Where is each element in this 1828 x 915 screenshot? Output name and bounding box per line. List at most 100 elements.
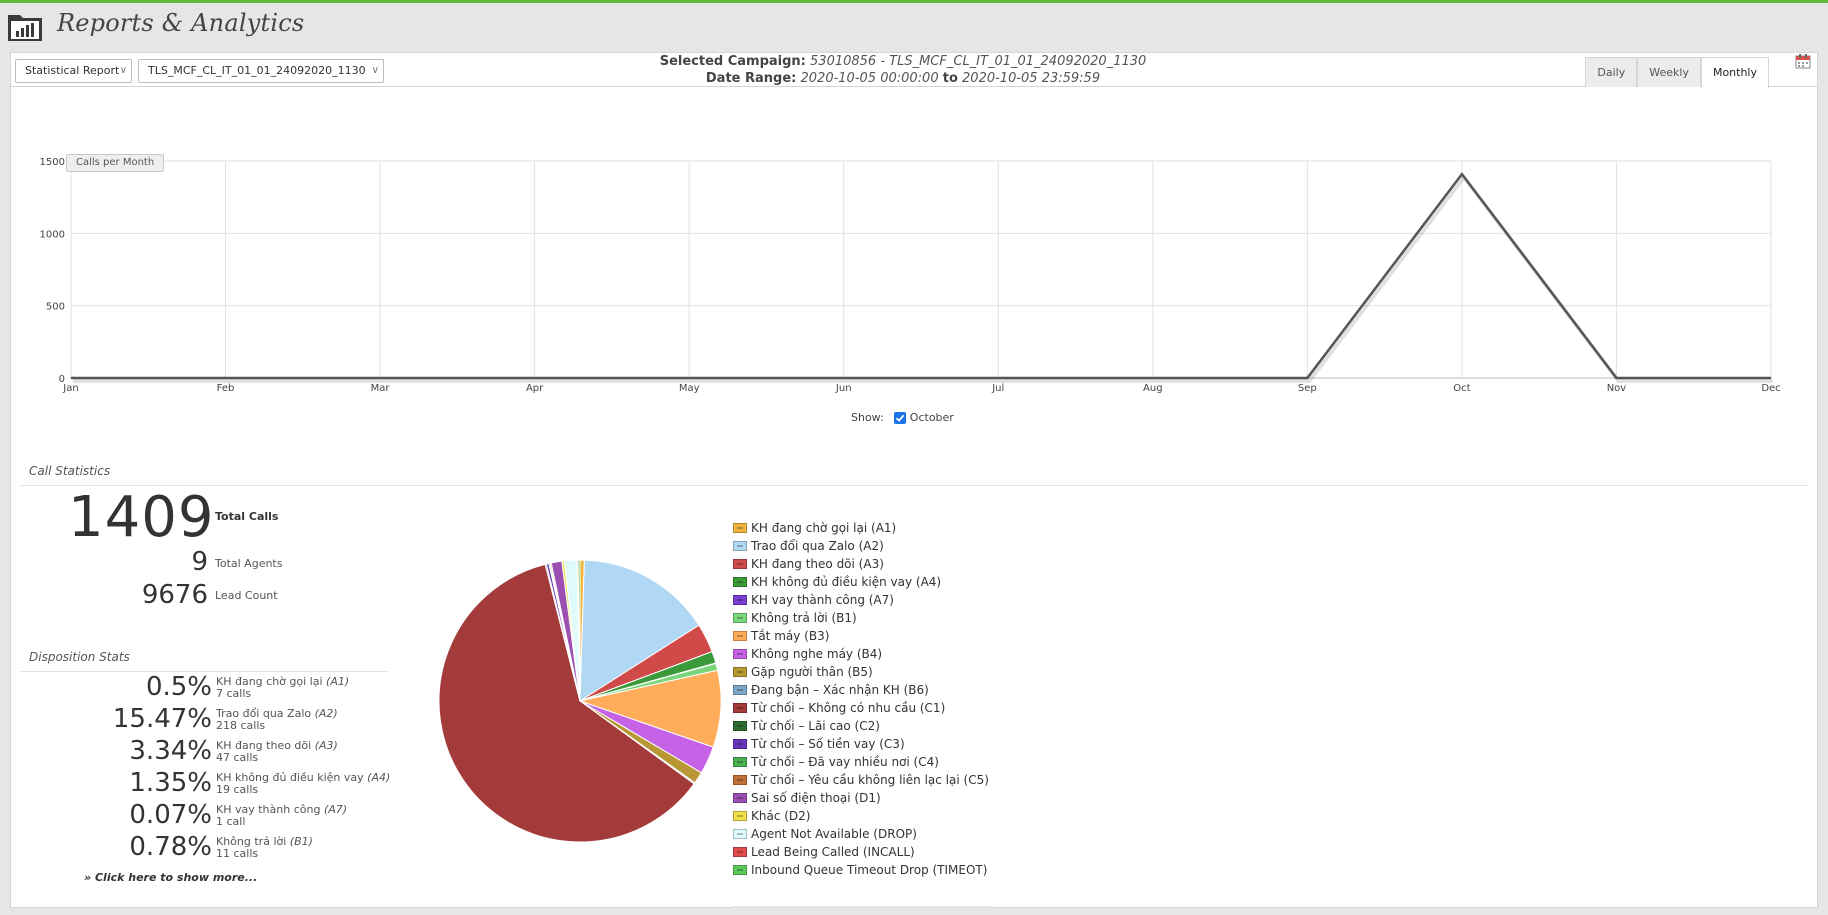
campaign-select[interactable]: TLS_MCF_CL_IT_01_01_24092020_1130 ∨ (138, 59, 384, 83)
legend-label: Không trả lời (B1) (751, 611, 857, 625)
legend-scrollbar[interactable] (733, 906, 991, 908)
legend-item[interactable]: KH đang chờ gọi lại (A1) (733, 520, 896, 536)
legend-item[interactable]: Lead Being Called (INCALL) (733, 844, 915, 860)
data-point (1770, 377, 1772, 379)
total-agents-value: 9 (191, 547, 208, 577)
legend-item[interactable]: Từ chối – Số tiền vay (C3) (733, 736, 905, 752)
legend-item[interactable]: Từ chối – Không có nhu cầu (C1) (733, 700, 945, 716)
disposition-percent: 0.07% (129, 800, 212, 830)
legend-item[interactable]: Khác (D2) (733, 808, 810, 824)
data-point (1152, 377, 1154, 379)
calls-per-month-button[interactable]: Calls per Month (66, 154, 165, 172)
legend-label: KH đang chờ gọi lại (A1) (751, 521, 897, 535)
total-calls-label: Total Calls (215, 510, 279, 523)
date-range-label: Date Range: (705, 71, 797, 86)
disposition-name: Không trả lời (B1) (216, 835, 313, 848)
legend-label: Từ chối – Đã vay nhiều nơi (C4) (751, 755, 939, 769)
disposition-code: (B1) (289, 835, 313, 848)
disposition-code: (A7) (323, 803, 348, 816)
data-point (1461, 173, 1463, 175)
legend-swatch (733, 685, 747, 695)
disposition-calls: 11 calls (216, 847, 259, 860)
legend-label: Agent Not Available (DROP) (751, 827, 917, 841)
disposition-code: (A2) (314, 707, 338, 720)
calendar-icon[interactable] (1795, 53, 1811, 69)
disposition-name: KH không đủ điều kiện vay (A4) (216, 771, 391, 784)
calls-per-month-chart: 0 500 1000 1500 Jan Feb Mar Apr May Jun Jul Aug Sep O… (40, 157, 1781, 394)
data-point (379, 377, 381, 379)
period-tabs: Daily Weekly Monthly (1585, 57, 1769, 88)
tab-daily[interactable]: Daily (1585, 57, 1638, 87)
legend-swatch (733, 541, 747, 551)
x-tick-label: Apr (526, 383, 544, 394)
pie-slice[interactable] (438, 563, 695, 843)
legend-swatch (733, 865, 747, 875)
disposition-pie-chart (438, 559, 722, 843)
disposition-calls: 19 calls (216, 783, 259, 796)
lead-count-value: 9676 (141, 580, 208, 610)
disposition-percent: 1.35% (129, 768, 212, 798)
legend-label: KH đang theo dõi (A3) (751, 557, 884, 571)
series-line-october (71, 172, 1771, 380)
chevron-down-icon: ∨ (371, 65, 379, 76)
pie-slice[interactable] (579, 559, 700, 702)
x-tick-label: Feb (217, 383, 235, 394)
legend-item[interactable]: Đang bận – Xác nhận KH (B6) (733, 682, 929, 698)
tab-monthly[interactable]: Monthly (1700, 57, 1769, 88)
disposition-calls: 218 calls (216, 719, 266, 732)
legend-item[interactable]: Gặp người thân (B5) (733, 664, 873, 680)
legend-label: Từ chối – Yêu cầu không liên lạc lại (C5… (751, 773, 989, 787)
show-more-link[interactable]: » Click here to show more... (84, 871, 258, 884)
disposition-code: (A1) (326, 675, 350, 688)
disposition-percent: 0.5% (145, 672, 212, 702)
disposition-name: KH đang chờ gọi lại (A1) (216, 675, 350, 688)
october-checkbox[interactable] (893, 411, 906, 424)
lead-count-label: Lead Count (215, 589, 278, 602)
disposition-row: 0.07% KH vay thành công (A7) 1 call (20, 801, 400, 833)
legend-item[interactable]: Inbound Queue Timeout Drop (TIMEOT) (733, 862, 987, 878)
legend-item[interactable]: Không nghe máy (B4) (733, 646, 882, 662)
legend-item[interactable]: KH đang theo dõi (A3) (733, 556, 884, 572)
disposition-row: 0.5% KH đang chờ gọi lại (A1) 7 calls (20, 673, 400, 705)
x-tick-label: Jun (835, 383, 852, 394)
report-type-select[interactable]: Statistical Report ∨ (15, 59, 132, 83)
y-tick-label: 1000 (40, 229, 65, 240)
legend-label: Gặp người thân (B5) (751, 665, 873, 679)
show-label: Show: (851, 411, 884, 424)
legend-swatch (733, 577, 747, 587)
legend-item[interactable]: Từ chối – Đã vay nhiều nơi (C4) (733, 754, 939, 770)
legend-item[interactable]: Tắt máy (B3) (733, 628, 829, 644)
legend-item[interactable]: KH vay thành công (A7) (733, 592, 894, 608)
legend-label: Tắt máy (B3) (751, 629, 830, 643)
legend-swatch (733, 757, 747, 767)
x-tick-label: Jul (991, 383, 1004, 394)
disposition-calls: 47 calls (216, 751, 259, 764)
legend-item[interactable]: Sai số điện thoại (D1) (733, 790, 881, 806)
legend-item[interactable]: Không trả lời (B1) (733, 610, 857, 626)
x-tick-label: Mar (371, 383, 391, 394)
disposition-row: 0.78% Không trả lời (B1) 11 calls (20, 833, 400, 865)
legend-item[interactable]: Agent Not Available (DROP) (733, 826, 917, 842)
campaign-info: Selected Campaign: 53010856 - TLS_MCF_CL… (0, 53, 1806, 87)
legend-item[interactable]: Từ chối – Yêu cầu không liên lạc lại (C5… (733, 772, 989, 788)
total-calls-value: 1409 (68, 485, 215, 550)
disposition-calls: 7 calls (216, 687, 252, 700)
legend-label: Trao đổi qua Zalo (A2) (751, 539, 884, 553)
legend-swatch (733, 775, 747, 785)
date-from: 2020-10-05 00:00:00 (800, 71, 939, 86)
report-toolbar: Statistical Report ∨ TLS_MCF_CL_IT_01_01… (11, 53, 1817, 88)
legend-item[interactable]: Từ chối – Lãi cao (C2) (733, 718, 880, 734)
legend-swatch (733, 847, 747, 857)
tab-weekly[interactable]: Weekly (1637, 57, 1701, 87)
series-toggle: Show: October (851, 411, 954, 424)
legend-label: Từ chối – Số tiền vay (C3) (751, 737, 905, 751)
legend-item[interactable]: Trao đổi qua Zalo (A2) (733, 538, 884, 554)
divider (20, 485, 1808, 486)
x-tick-label: Oct (1453, 383, 1470, 394)
legend-swatch (733, 631, 747, 641)
legend-swatch (733, 667, 747, 677)
legend-swatch (733, 703, 747, 713)
data-point (843, 377, 845, 379)
legend-item[interactable]: KH không đủ điều kiện vay (A4) (733, 574, 941, 590)
pie-slice[interactable] (577, 559, 581, 702)
